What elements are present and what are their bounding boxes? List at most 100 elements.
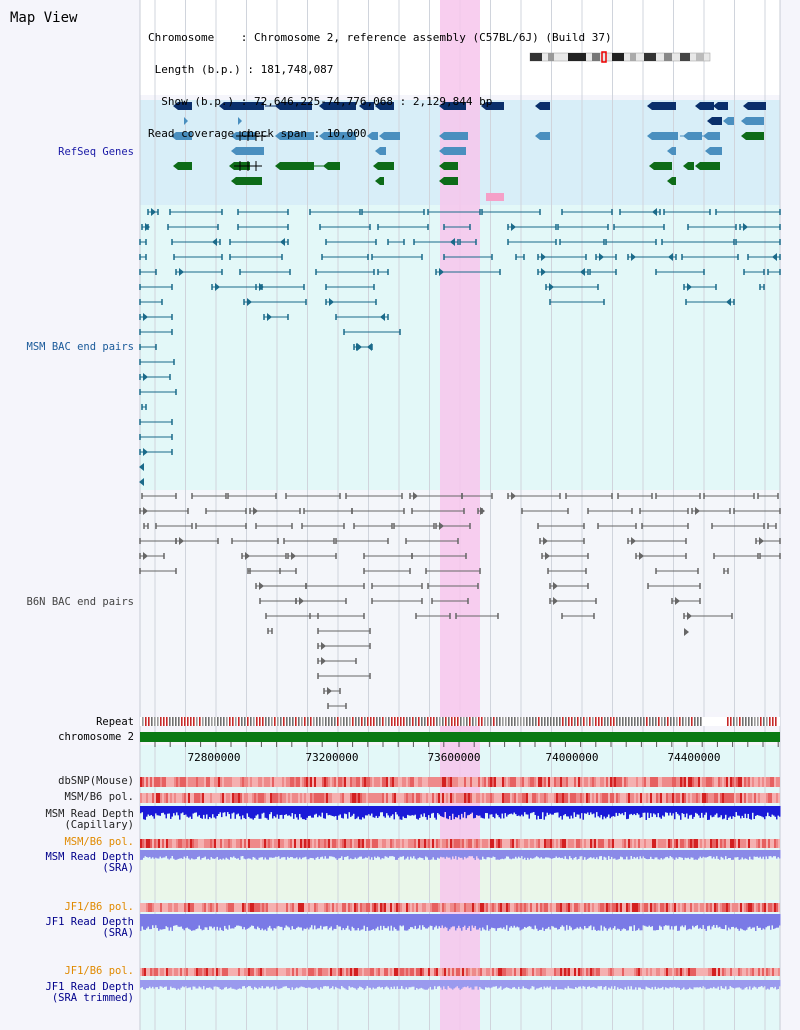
track-label-b6n-bac[interactable]: B6N BAC end pairs — [26, 596, 134, 608]
heat-cell — [604, 839, 606, 848]
heat-cell — [186, 839, 188, 848]
depth-bar — [318, 850, 320, 860]
track-label-jf1-depth-sra[interactable]: JF1 Read Depth (SRA) — [45, 916, 134, 939]
depth-bar — [747, 914, 749, 928]
repeat-element — [673, 717, 675, 726]
gene-block — [444, 102, 466, 110]
heat-cell — [586, 793, 588, 803]
depth-bar — [612, 980, 614, 989]
repeat-element — [406, 717, 408, 726]
track-label-repeat[interactable]: Repeat — [96, 716, 134, 728]
depth-bar — [140, 850, 142, 860]
track-label-msm-b6-pol-2[interactable]: MSM/B6 pol. — [64, 836, 134, 848]
track-label-jf1-depth-trimmed[interactable]: JF1 Read Depth (SRA trimmed) — [45, 981, 134, 1004]
repeat-element — [226, 717, 228, 726]
repeat-element — [745, 717, 747, 726]
depth-bar — [600, 914, 602, 926]
depth-bar — [234, 850, 236, 858]
track-label-refseq-genes[interactable]: RefSeq Genes — [58, 146, 134, 158]
depth-bar — [440, 914, 442, 928]
heat-cell — [538, 968, 540, 976]
depth-bar — [345, 980, 347, 990]
heat-cell — [530, 903, 532, 912]
heat-cell — [348, 793, 350, 803]
depth-bar — [266, 914, 268, 931]
depth-bar — [575, 980, 577, 988]
depth-bar — [389, 850, 391, 857]
track-label-jf1-b6-pol-1[interactable]: JF1/B6 pol. — [64, 901, 134, 913]
track-label-dbsnp[interactable]: dbSNP(Mouse) — [58, 775, 134, 787]
depth-bar — [723, 914, 725, 930]
heat-cell — [168, 793, 170, 803]
depth-bar — [695, 806, 697, 813]
heat-cell — [186, 793, 188, 803]
track-label-msm-depth-capillary[interactable]: MSM Read Depth (Capillary) — [45, 808, 134, 831]
depth-bar — [198, 914, 200, 926]
repeat-element — [166, 717, 168, 726]
depth-bar — [516, 850, 518, 859]
depth-bar — [414, 850, 416, 859]
track-label-msm-b6-pol-1[interactable]: MSM/B6 pol. — [64, 791, 134, 803]
heat-cell — [462, 839, 464, 848]
heat-cell — [694, 839, 696, 848]
track-label-msm-depth-sra[interactable]: MSM Read Depth (SRA) — [45, 851, 134, 874]
depth-bar — [179, 806, 181, 820]
depth-bar — [614, 914, 616, 927]
depth-bar — [765, 914, 767, 928]
heat-cell — [690, 793, 692, 803]
depth-bar — [191, 806, 193, 819]
depth-bar — [323, 980, 325, 987]
depth-bar — [587, 850, 589, 859]
heat-cell — [212, 793, 214, 803]
heat-cell — [362, 839, 364, 848]
track-label-jf1-b6-pol-2[interactable]: JF1/B6 pol. — [64, 965, 134, 977]
depth-bar — [411, 806, 413, 816]
depth-bar — [377, 980, 379, 988]
heat-cell — [340, 839, 342, 848]
depth-bar — [500, 850, 502, 860]
heat-cell — [292, 968, 294, 976]
heat-cell — [624, 968, 626, 976]
depth-bar — [224, 850, 226, 860]
depth-bar — [159, 914, 161, 930]
heat-cell — [610, 903, 612, 912]
heat-cell — [618, 793, 620, 803]
heat-cell — [168, 903, 170, 912]
depth-bar — [330, 850, 332, 857]
depth-bar — [695, 980, 697, 988]
heat-cell — [180, 839, 182, 848]
depth-bar — [587, 806, 589, 813]
depth-bar — [158, 806, 160, 816]
heat-cell — [140, 968, 142, 976]
depth-bar — [465, 850, 467, 859]
track-label-chromosome[interactable]: chromosome 2 — [58, 731, 134, 743]
depth-bar — [303, 980, 305, 988]
depth-bar — [671, 850, 673, 858]
heat-cell — [458, 777, 460, 787]
heat-cell — [390, 793, 392, 803]
depth-bar — [602, 980, 604, 990]
depth-bar — [147, 980, 149, 989]
heat-cell — [224, 793, 226, 803]
heat-cell — [242, 968, 244, 976]
depth-bar — [770, 806, 772, 817]
depth-bar — [561, 806, 563, 820]
heat-cell — [750, 968, 752, 976]
depth-bar — [726, 850, 728, 860]
depth-bar — [500, 806, 502, 819]
gene-block — [700, 102, 714, 110]
depth-bar — [618, 806, 620, 814]
heat-cell — [478, 968, 480, 976]
depth-bar — [201, 806, 203, 819]
depth-bar — [558, 914, 560, 930]
heat-cell — [646, 793, 648, 803]
depth-bar — [293, 850, 295, 859]
depth-bar — [252, 806, 254, 820]
track-label-msm-bac[interactable]: MSM BAC end pairs — [26, 341, 134, 353]
heat-cell — [370, 793, 372, 803]
depth-bar — [777, 850, 779, 858]
depth-bar — [576, 806, 578, 815]
repeat-element — [748, 717, 750, 726]
heat-cell — [370, 839, 372, 848]
